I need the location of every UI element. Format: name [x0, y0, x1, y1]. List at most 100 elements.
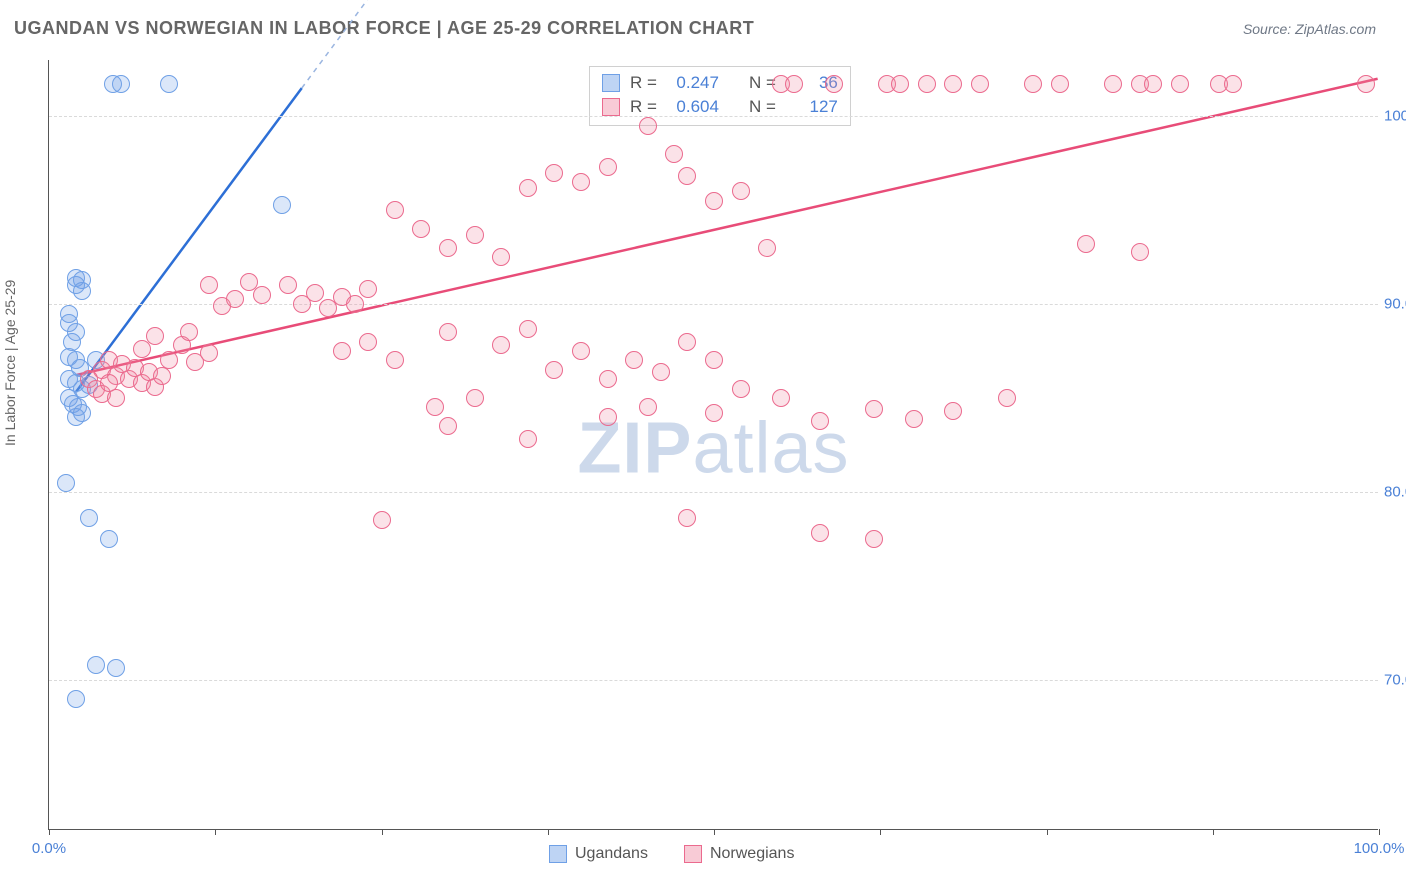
legend-label: Norwegians	[710, 845, 794, 863]
data-point	[811, 412, 829, 430]
data-point	[87, 656, 105, 674]
data-point	[678, 509, 696, 527]
data-point	[279, 276, 297, 294]
data-point	[146, 327, 164, 345]
data-point	[200, 276, 218, 294]
data-point	[625, 351, 643, 369]
data-point	[944, 75, 962, 93]
data-point	[439, 239, 457, 257]
data-point	[200, 344, 218, 362]
data-point	[665, 145, 683, 163]
y-tick-label: 90.0%	[1384, 296, 1406, 313]
data-point	[1131, 243, 1149, 261]
y-tick-label: 100.0%	[1384, 108, 1406, 125]
swatch-pink-icon	[602, 98, 620, 116]
r-label: R =	[630, 97, 657, 117]
n-label: N =	[749, 97, 776, 117]
data-point	[426, 398, 444, 416]
data-point	[1224, 75, 1242, 93]
data-point	[772, 389, 790, 407]
data-point	[57, 474, 75, 492]
x-tick	[1047, 829, 1048, 835]
data-point	[599, 408, 617, 426]
data-point	[273, 196, 291, 214]
data-point	[519, 320, 537, 338]
data-point	[811, 524, 829, 542]
legend-item-norwegians: Norwegians	[684, 845, 794, 863]
r-value: 0.247	[667, 73, 719, 93]
data-point	[865, 400, 883, 418]
data-point	[107, 659, 125, 677]
data-point	[971, 75, 989, 93]
data-point	[865, 530, 883, 548]
data-point	[226, 290, 244, 308]
data-point	[572, 342, 590, 360]
data-point	[412, 220, 430, 238]
data-point	[67, 690, 85, 708]
gridline	[49, 680, 1378, 681]
data-point	[386, 351, 404, 369]
data-point	[80, 509, 98, 527]
data-point	[1024, 75, 1042, 93]
data-point	[439, 323, 457, 341]
data-point	[73, 404, 91, 422]
data-point	[785, 75, 803, 93]
data-point	[639, 117, 657, 135]
data-point	[439, 417, 457, 435]
data-point	[1357, 75, 1375, 93]
data-point	[891, 75, 909, 93]
data-point	[112, 75, 130, 93]
x-tick	[880, 829, 881, 835]
data-point	[732, 380, 750, 398]
data-point	[705, 351, 723, 369]
legend-label: Ugandans	[575, 845, 648, 863]
data-point	[1144, 75, 1162, 93]
y-tick-label: 80.0%	[1384, 483, 1406, 500]
swatch-blue-icon	[602, 74, 620, 92]
y-axis-label: In Labor Force | Age 25-29	[2, 280, 18, 446]
x-tick	[1379, 829, 1380, 835]
data-point	[466, 389, 484, 407]
x-tick	[49, 829, 50, 835]
data-point	[386, 201, 404, 219]
data-point	[678, 333, 696, 351]
data-point	[599, 370, 617, 388]
legend-item-ugandans: Ugandans	[549, 845, 648, 863]
data-point	[160, 75, 178, 93]
gridline	[49, 492, 1378, 493]
data-point	[519, 430, 537, 448]
data-point	[359, 280, 377, 298]
data-point	[253, 286, 271, 304]
x-tick	[548, 829, 549, 835]
data-point	[519, 179, 537, 197]
data-point	[825, 75, 843, 93]
data-point	[1171, 75, 1189, 93]
chart-source: Source: ZipAtlas.com	[1243, 21, 1376, 37]
x-tick	[1213, 829, 1214, 835]
data-point	[572, 173, 590, 191]
r-label: R =	[630, 73, 657, 93]
gridline	[49, 116, 1378, 117]
swatch-blue-icon	[549, 845, 567, 863]
x-tick	[382, 829, 383, 835]
data-point	[905, 410, 923, 428]
data-point	[492, 248, 510, 266]
data-point	[678, 167, 696, 185]
data-point	[359, 333, 377, 351]
data-point	[545, 361, 563, 379]
data-point	[998, 389, 1016, 407]
data-point	[333, 342, 351, 360]
x-tick	[714, 829, 715, 835]
scatter-plot: ZIPatlas R = 0.247 N = 36 R = 0.604 N = …	[48, 60, 1378, 830]
data-point	[1104, 75, 1122, 93]
data-point	[153, 367, 171, 385]
data-point	[599, 158, 617, 176]
data-point	[306, 284, 324, 302]
x-tick	[215, 829, 216, 835]
data-point	[346, 295, 364, 313]
y-tick-label: 70.0%	[1384, 671, 1406, 688]
data-point	[100, 530, 118, 548]
data-point	[107, 389, 125, 407]
data-point	[73, 271, 91, 289]
trend-line-dashed	[302, 0, 382, 88]
